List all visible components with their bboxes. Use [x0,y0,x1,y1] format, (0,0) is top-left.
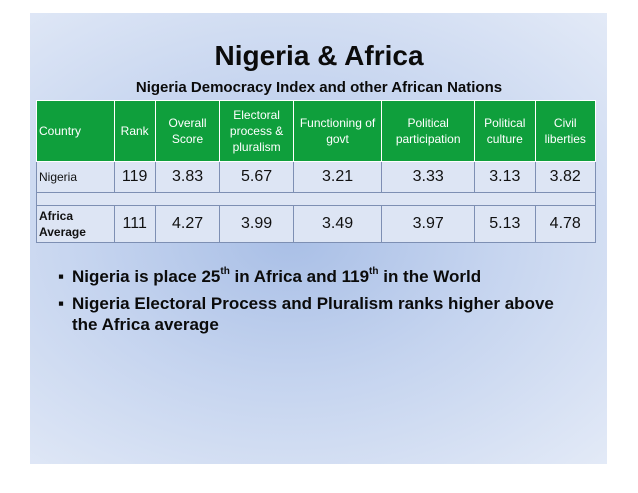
cell-civil-liberties: 3.82 [534,161,596,193]
table-row-africa-average: Africa Average 111 4.27 3.99 3.49 3.97 5… [36,205,596,243]
cell-civil-liberties: 4.78 [534,205,596,243]
page-title: Nigeria & Africa [214,40,424,71]
cell-political-participation: 3.97 [381,205,476,243]
bullet-item: ▪ Nigeria Electoral Process and Pluralis… [58,294,554,334]
bullet-square-icon: ▪ [58,294,65,313]
page-subtitle: Nigeria Democracy Index and other Africa… [135,79,503,96]
cell-political-culture: 3.13 [474,161,536,193]
bullet-square-icon: ▪ [58,267,65,286]
table-header-row: Country Rank Overall Score Electoral pro… [36,100,596,162]
table-spacer-row [36,192,596,206]
cell-overall-score: 3.83 [154,161,221,193]
cell-functioning-of-govt: 3.49 [292,205,383,243]
cell-functioning-of-govt: 3.21 [292,161,383,193]
header-country: Country [36,100,115,162]
cell-rank: 119 [113,161,156,193]
header-overall-score: Overall Score [154,100,221,162]
header-civil-liberties: Civil liberties [534,100,596,162]
header-political-culture: Political culture [474,100,536,162]
cell-political-culture: 5.13 [474,205,536,243]
header-electoral-process: Electoral process & pluralism [219,100,294,162]
bullet-item: ▪ Nigeria is place 25th in Africa and 11… [58,266,482,287]
cell-country: Nigeria [36,161,115,193]
cell-overall-score: 4.27 [154,205,221,243]
cell-rank: 111 [113,205,156,243]
cell-political-participation: 3.33 [381,161,476,193]
cell-electoral-process: 5.67 [219,161,294,193]
table-row-nigeria: Nigeria 119 3.83 5.67 3.21 3.33 3.13 3.8… [36,161,596,193]
header-political-participation: Political participation [381,100,476,162]
cell-country: Africa Average [36,205,115,243]
cell-electoral-process: 3.99 [219,205,294,243]
bullet-list: ▪ Nigeria is place 25th in Africa and 11… [58,266,578,341]
democracy-index-table: Country Rank Overall Score Electoral pro… [36,100,596,243]
header-rank: Rank [113,100,156,162]
header-functioning-of-govt: Functioning of govt [292,100,383,162]
